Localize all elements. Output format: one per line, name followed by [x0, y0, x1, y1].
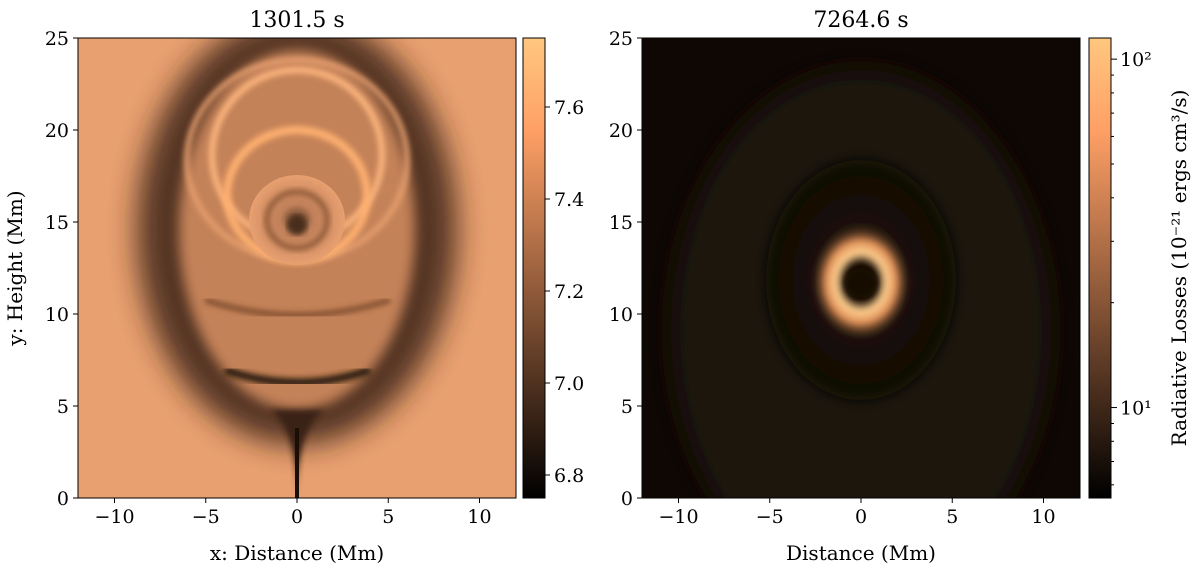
right-y-tick-label: 15: [609, 212, 633, 234]
right-y-tick-label: 20: [609, 120, 633, 142]
left-y-axis-label: y: Height (Mm): [3, 190, 27, 346]
right-y-tick-label: 10: [609, 304, 633, 326]
right-y-tick-label: 25: [609, 28, 633, 50]
left-y-tick-label: 15: [45, 212, 69, 234]
left-y-tick-label: 0: [57, 488, 69, 510]
right-x-tick-label: 0: [855, 506, 867, 528]
right-x-tick-label: −5: [756, 506, 784, 528]
left-x-tick-label: 0: [291, 506, 303, 528]
left-x-tick-label: 5: [382, 506, 394, 528]
left-y-tick-label: 5: [57, 396, 69, 418]
right-x-tick-label: −10: [658, 506, 698, 528]
right-colorbar-label: Radiative Losses (10⁻²¹ ergs cm³/s): [1167, 90, 1191, 447]
right-panel: −10 −5 0 5 10 0 5 10 15 20 25 7264.6 s Distance (…: [609, 8, 1191, 565]
left-colorbar-tick-label: 6.8: [554, 465, 584, 487]
right-colorbar-tick-label: 10²: [1120, 49, 1152, 71]
left-colorbar-tick-label: 7.4: [554, 189, 584, 211]
right-x-tick-label: 10: [1031, 506, 1055, 528]
right-x-axis-label: Distance (Mm): [786, 541, 936, 565]
right-x-tick-label: 5: [946, 506, 958, 528]
right-colorbar: [1088, 37, 1112, 499]
left-chart-title: 1301.5 s: [249, 8, 344, 33]
left-panel: −10 −5 0 5 10 0 5 10 15 20 25 1301.5 s x: Distanc…: [3, 8, 584, 565]
left-x-axis-label: x: Distance (Mm): [210, 541, 384, 565]
left-y-tick-label: 25: [45, 28, 69, 50]
left-colorbar-tick-label: 7.2: [554, 281, 584, 303]
left-x-tick-label: −10: [94, 506, 134, 528]
left-colorbar-tick-label: 7.0: [554, 373, 584, 395]
left-colorbar-tick-label: 7.6: [554, 97, 584, 119]
left-colorbar: [522, 37, 546, 499]
left-y-tick-label: 20: [45, 120, 69, 142]
right-heatmap-image: [642, 38, 1080, 498]
right-colorbar-tick-label: 10¹: [1120, 398, 1152, 420]
left-x-tick-label: 10: [467, 506, 491, 528]
left-heatmap-image: [78, 38, 516, 498]
left-y-tick-label: 10: [45, 304, 69, 326]
left-x-tick-label: −5: [192, 506, 220, 528]
right-y-tick-label: 5: [621, 396, 633, 418]
right-y-tick-label: 0: [621, 488, 633, 510]
right-chart-title: 7264.6 s: [813, 8, 908, 33]
